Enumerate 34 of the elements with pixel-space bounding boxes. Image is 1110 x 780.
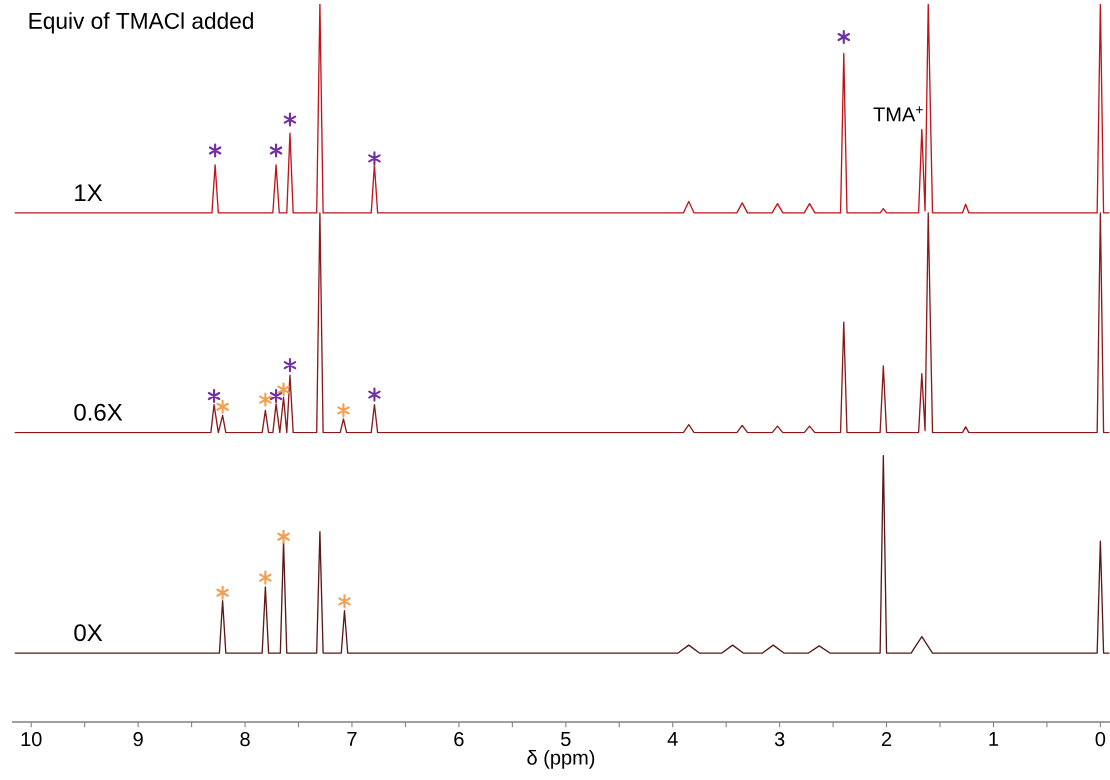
- annotation: TMA$^{+}$: [873, 106, 923, 122]
- x-tick-label: 3: [774, 732, 785, 747]
- x-tick-label: 10: [21, 732, 42, 747]
- point: [216, 585, 229, 600]
- point: [277, 529, 290, 544]
- point: [837, 29, 851, 45]
- point: [368, 387, 381, 402]
- x-tick-label: 0: [1095, 732, 1106, 747]
- x-tick-label: 2: [881, 732, 892, 746]
- point: [283, 358, 297, 373]
- x-tick-label: 4: [667, 732, 678, 746]
- point: [338, 594, 351, 609]
- point: [368, 151, 381, 166]
- series-label: 1X: [75, 184, 103, 202]
- point: [283, 112, 297, 127]
- point: [337, 403, 350, 418]
- x-tick-label: 5: [561, 732, 571, 746]
- point: [207, 388, 221, 404]
- point: [259, 392, 272, 407]
- x-axis-title: δ (ppm): [527, 750, 595, 769]
- point: [208, 143, 222, 158]
- point: [269, 388, 283, 404]
- x-tick-label: 7: [347, 732, 357, 746]
- x-tick-label: 8: [240, 732, 250, 747]
- point: [259, 570, 272, 585]
- series-label: 0.6X: [74, 403, 123, 421]
- point: [216, 399, 229, 414]
- x-tick-label: 6: [454, 732, 464, 747]
- annotation: Equiv of TMACl added: [29, 12, 253, 34]
- point: [269, 143, 283, 158]
- x-tick-label: 9: [133, 732, 143, 747]
- point: [277, 382, 290, 397]
- series-label: 0X: [74, 624, 103, 642]
- x-tick-label: 1: [989, 732, 999, 746]
